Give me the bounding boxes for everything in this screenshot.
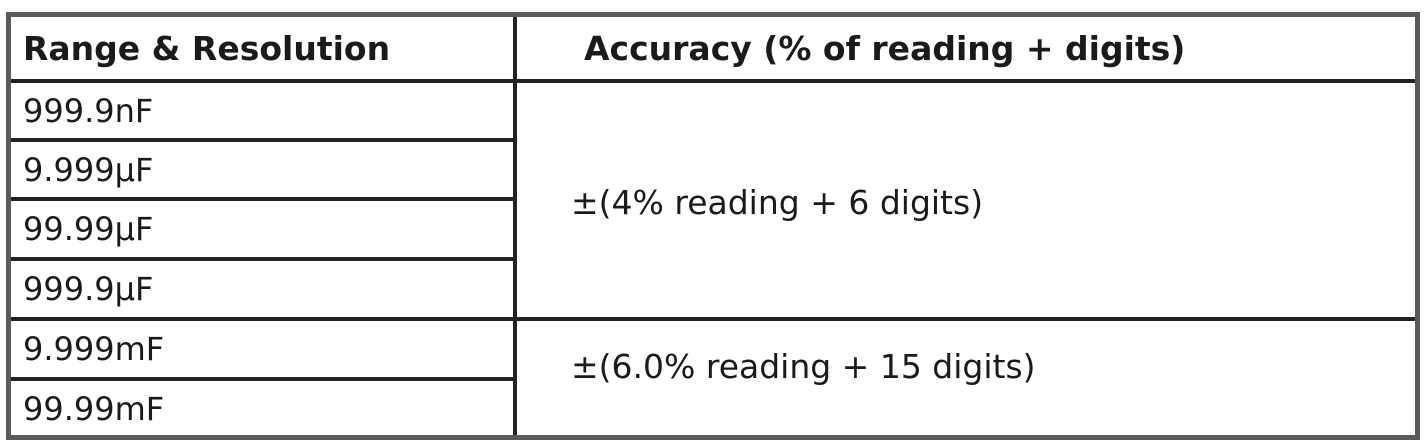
column-divider [513, 17, 517, 435]
range-cell: 999.9µF [23, 270, 154, 308]
row-divider [11, 377, 515, 381]
header-range-resolution: Range & Resolution [23, 29, 391, 68]
range-cell: 9.999mF [23, 330, 165, 368]
range-cell: 999.9nF [23, 92, 154, 130]
group-divider [11, 317, 1415, 321]
capacitance-spec-table: Range & Resolution Accuracy (% of readin… [6, 12, 1420, 440]
header-accuracy: Accuracy (% of reading + digits) [584, 29, 1186, 68]
row-divider [11, 257, 515, 261]
row-divider [11, 197, 515, 201]
row-divider [11, 138, 515, 142]
header-divider [11, 79, 1415, 83]
range-cell: 9.999µF [23, 151, 154, 189]
range-cell: 99.99mF [23, 390, 165, 428]
accuracy-cell: ±(4% reading + 6 digits) [571, 183, 984, 222]
accuracy-cell: ±(6.0% reading + 15 digits) [571, 347, 1036, 386]
range-cell: 99.99µF [23, 210, 154, 248]
